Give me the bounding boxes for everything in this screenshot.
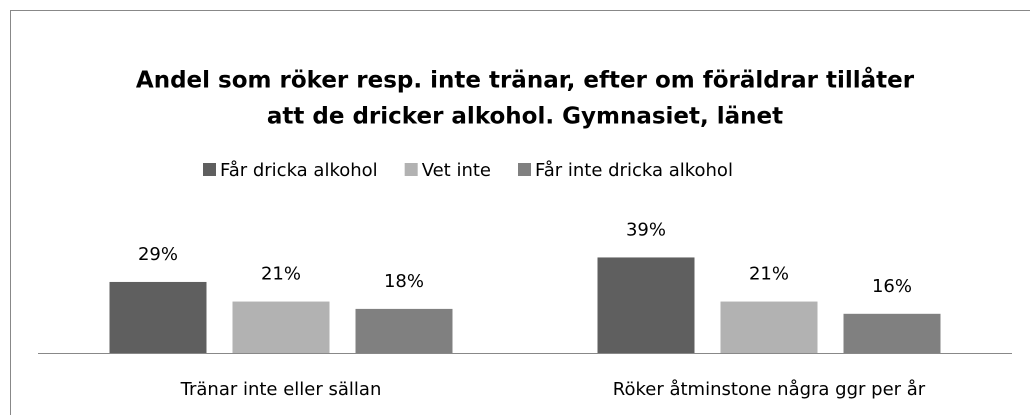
- data-label: 29%: [138, 244, 178, 265]
- bar: [598, 257, 695, 353]
- legend-swatch: [203, 163, 216, 176]
- data-label: 16%: [872, 276, 912, 297]
- legend-swatch: [405, 163, 418, 176]
- legend-label: Får dricka alkohol: [220, 160, 378, 181]
- legend-label: Vet inte: [422, 160, 491, 181]
- chart-title: att de dricker alkohol. Gymnasiet, länet: [267, 104, 783, 130]
- legend-swatch: [518, 163, 531, 176]
- bar: [844, 314, 941, 353]
- chart-title: Andel som röker resp. inte tränar, efter…: [136, 67, 915, 94]
- x-tick-label: Röker åtminstone några ggr per år: [613, 379, 926, 400]
- data-label: 18%: [384, 271, 424, 292]
- data-label: 21%: [261, 264, 301, 285]
- legend-label: Får inte dricka alkohol: [535, 160, 733, 181]
- data-label: 39%: [626, 219, 666, 240]
- x-tick-label: Tränar inte eller sällan: [180, 379, 382, 400]
- bar: [110, 282, 207, 353]
- data-label: 21%: [749, 264, 789, 285]
- bar: [356, 309, 453, 353]
- bar: [233, 302, 330, 353]
- bar: [721, 302, 818, 353]
